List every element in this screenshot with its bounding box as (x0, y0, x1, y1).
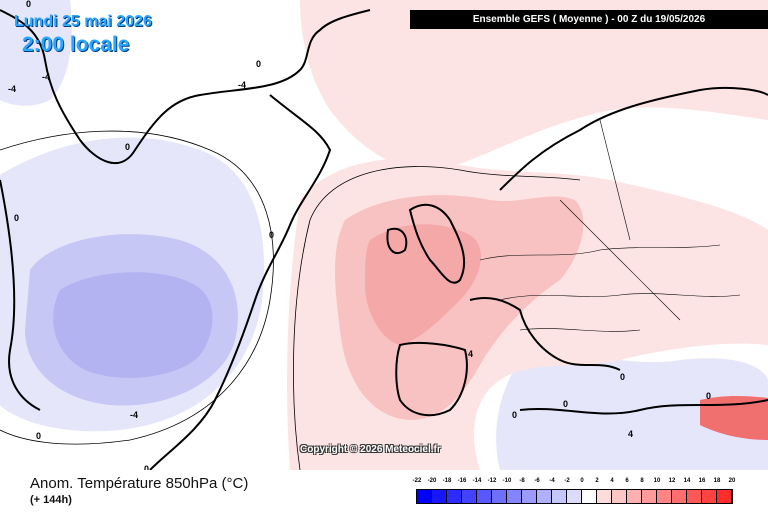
color-scale-label: 16 (698, 478, 706, 484)
copyright-notice: Copyright © 2026 Meteociel.fr (300, 444, 441, 455)
color-scale-label: 10 (653, 478, 661, 484)
color-scale-label: -20 (427, 478, 437, 484)
color-scale-swatch (672, 490, 687, 503)
color-scale-swatch (597, 490, 612, 503)
contour-label: 0 (620, 372, 625, 382)
contour-label: 4 (628, 429, 633, 439)
map-title: Anom. Température 850hPa (°C) (30, 475, 249, 492)
color-scale-swatch (582, 490, 597, 503)
color-scale-labels: -22 -20 -18 -16 -14 -12 -10 -8 -6 -4 -2 0 2 4 6 8 10 12 14… (413, 478, 752, 488)
forecast-lead-time: (+ 144h) (30, 494, 72, 506)
color-scale-label: -6 (534, 478, 540, 484)
contour-label: -4 (238, 80, 246, 90)
color-scale-label: -10 (502, 478, 512, 484)
borders (479, 119, 741, 332)
color-scale-swatch (462, 490, 477, 503)
contour-label: -4 (8, 84, 16, 94)
color-scale: -22 -20 -18 -16 -14 -12 -10 -8 -6 -4 -2 0 2 4 6 8 10 12 14… (413, 478, 752, 508)
negative-anomaly-innercore (53, 272, 213, 378)
color-scale-label: 8 (640, 478, 644, 484)
color-scale-label: 14 (683, 478, 691, 484)
color-scale-swatch (522, 490, 537, 503)
color-scale-swatch (567, 490, 582, 503)
color-scale-swatch (702, 490, 717, 503)
color-scale-label: 4 (610, 478, 614, 484)
contour-label: -4 (42, 72, 50, 82)
contour-label: -4 (130, 410, 138, 420)
contour-label: 0 (26, 0, 31, 9)
contour-label: 0 (256, 59, 261, 69)
color-scale-label: 20 (728, 478, 736, 484)
contour-label: 0 (36, 431, 41, 441)
color-scale-label: -16 (457, 478, 467, 484)
color-scale-label: 2 (595, 478, 599, 484)
color-scale-swatch (627, 490, 642, 503)
color-scale-label: 12 (668, 478, 676, 484)
color-scale-label: -4 (549, 478, 555, 484)
temperature-anomaly-map: 0 -4 0 -4 0 0 0 0 4 0 -4 0 0 0 4 0 -4 (0, 0, 768, 470)
color-scale-label: -14 (472, 478, 482, 484)
forecast-local-time: 2:00 locale (22, 33, 130, 56)
contour-label: 0 (144, 464, 149, 470)
color-scale-label: 6 (625, 478, 629, 484)
contour-label: 0 (14, 213, 19, 223)
color-scale-swatch (417, 490, 432, 503)
color-scale-label: -2 (564, 478, 570, 484)
color-scale-swatch (717, 490, 732, 503)
model-run-banner: Ensemble GEFS ( Moyenne ) - 00 Z du 19/0… (410, 10, 768, 29)
positive-anomaly-area-north (300, 0, 768, 171)
color-scale-swatch (642, 490, 657, 503)
positive-anomaly-innercore (365, 224, 481, 345)
color-scale-label: 18 (713, 478, 721, 484)
contour-label: 4 (468, 349, 473, 359)
color-scale-swatch (492, 490, 507, 503)
color-scale-swatch (447, 490, 462, 503)
color-scale-swatch (687, 490, 702, 503)
color-scale-swatch (612, 490, 627, 503)
contour-labels: 0 -4 0 -4 0 0 0 0 4 0 -4 0 0 0 4 0 -4 (8, 0, 711, 470)
color-scale-bar (416, 489, 733, 504)
color-scale-label: -22 (412, 478, 422, 484)
color-scale-swatch (657, 490, 672, 503)
color-scale-label: -12 (487, 478, 497, 484)
contour-label: 0 (706, 391, 711, 401)
color-scale-swatch (552, 490, 567, 503)
negative-anomaly-area-greenland-west (0, 0, 72, 106)
forecast-date: Lundi 25 mai 2026 (14, 13, 152, 30)
color-scale-swatch (507, 490, 522, 503)
color-scale-label: 0 (580, 478, 584, 484)
color-scale-swatch (537, 490, 552, 503)
anomaly-contours (0, 130, 581, 470)
positive-anomaly-bottom-right (700, 395, 768, 440)
coastlines (0, 9, 768, 470)
contour-label: 0 (269, 230, 274, 240)
contour-label: 0 (125, 142, 130, 152)
color-scale-swatch (477, 490, 492, 503)
color-scale-label: -8 (519, 478, 525, 484)
color-scale-label: -18 (442, 478, 452, 484)
color-scale-swatch (432, 490, 447, 503)
contour-label: 0 (563, 399, 568, 409)
contour-label: 0 (512, 410, 517, 420)
